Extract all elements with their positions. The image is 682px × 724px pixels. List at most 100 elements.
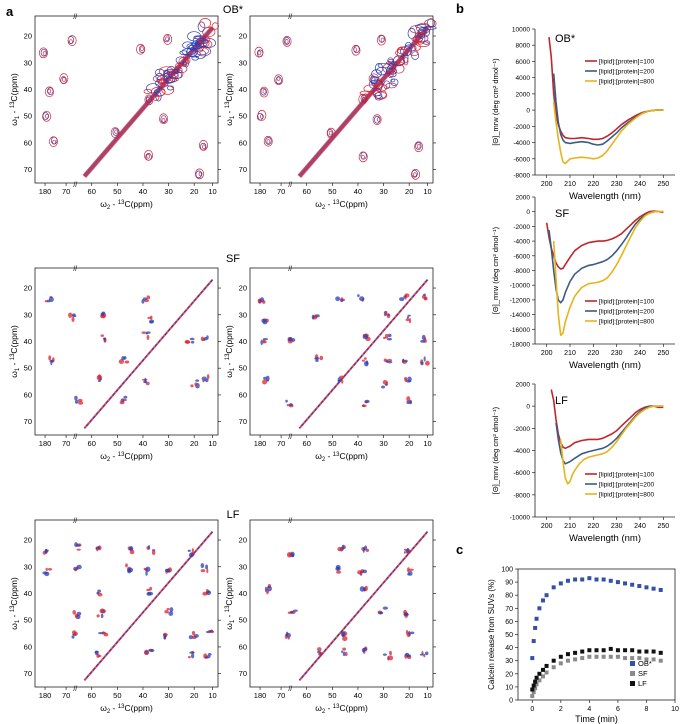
data-point	[651, 649, 656, 654]
cross-peak	[353, 45, 360, 54]
cross-peak	[274, 74, 284, 86]
series-line-[lipid]:[protein]=200	[555, 405, 664, 465]
data-point	[537, 678, 542, 683]
cross-peak	[168, 611, 174, 616]
cross-peak	[44, 571, 50, 577]
cross-peak	[143, 88, 153, 94]
nmr-frame	[34, 519, 219, 688]
axis-break-mark: //	[288, 518, 292, 525]
y-axis-label: ω1 - 13C(ppm)	[9, 325, 21, 378]
data-point	[623, 656, 628, 661]
cross-peak	[42, 110, 52, 122]
cross-peak	[319, 355, 324, 361]
cross-peak	[363, 357, 367, 360]
cross-peak	[285, 399, 288, 403]
data-point	[637, 584, 642, 589]
cross-peak	[206, 568, 209, 574]
cross-peak	[179, 50, 189, 55]
cross-peak	[195, 170, 202, 179]
cross-peak	[408, 568, 414, 571]
y-tick-label: 6000	[516, 59, 531, 66]
cross-peak	[311, 314, 315, 320]
cross-peak	[189, 651, 195, 654]
y-tick-label: 20	[24, 32, 32, 41]
cross-peak	[266, 139, 271, 144]
cross-peak	[145, 566, 151, 572]
cross-peak	[292, 609, 298, 612]
data-point	[540, 667, 545, 672]
legend-label: LF	[638, 679, 647, 688]
cross-peak	[265, 375, 270, 382]
cross-peak	[146, 588, 151, 592]
cd-panel-SF: -18000 -16000 -14000 -12000 -10000 -8000 -6000…	[491, 195, 675, 371]
x-label-sup: 13	[118, 452, 125, 458]
cross-peak	[150, 86, 166, 97]
data-point	[587, 576, 592, 581]
y-tick-label: 100	[501, 567, 513, 574]
x-label-unit: C(ppm)	[339, 199, 368, 209]
data-point	[530, 687, 535, 692]
cross-peak	[164, 568, 171, 573]
cross-peak	[259, 86, 269, 98]
cross-peak	[97, 546, 101, 550]
y-axis-label: ω1 - 13C(ppm)	[224, 73, 236, 126]
y-tick-label: 70	[239, 417, 247, 426]
cross-peak	[365, 548, 370, 552]
y-tick-label: 40	[239, 337, 247, 346]
cross-peak	[411, 169, 418, 178]
cross-peak	[265, 137, 272, 145]
cross-peak	[263, 376, 267, 380]
x-tick-label: 30	[379, 691, 387, 700]
y-axis-label: ω1 - 13C(ppm)	[224, 325, 236, 378]
cross-peak	[202, 144, 206, 150]
cross-peak	[159, 113, 169, 125]
y-axis-label: ω1 - 13C(ppm)	[9, 73, 21, 126]
cross-peak	[286, 403, 290, 407]
legend-label: [lipid]:[protein]=800	[599, 492, 654, 499]
x-tick-label: 180	[39, 691, 52, 700]
cross-peak	[387, 333, 392, 338]
nmr-frame	[34, 15, 219, 184]
cross-peak	[211, 22, 219, 30]
y-label-sup: 13	[10, 605, 16, 612]
cross-peak	[124, 360, 130, 364]
y-tick-label: 50	[24, 616, 32, 625]
y-tick-label: -10000	[510, 515, 531, 522]
y-tick-label: 60	[24, 138, 32, 147]
x-tick-label: 20	[405, 439, 413, 448]
cross-peak	[377, 611, 383, 615]
cross-peak	[260, 114, 264, 119]
cross-peak	[188, 552, 194, 558]
cross-peak	[403, 295, 406, 299]
cross-peak	[205, 630, 212, 634]
y-tick-label: 30	[239, 58, 247, 67]
cross-peak	[262, 379, 268, 385]
cross-peak	[415, 142, 422, 150]
cross-peak	[194, 49, 207, 59]
y-tick-label: -2000	[513, 426, 530, 433]
y-tick-label: 40	[505, 645, 513, 652]
cross-peak	[409, 50, 419, 57]
cross-peak	[161, 85, 175, 95]
x-tick-label: 20	[405, 691, 413, 700]
cross-peak	[406, 316, 409, 319]
diagonal-peaks	[298, 279, 428, 429]
y-label-omega: ω	[9, 623, 19, 630]
panel-label-a: a	[6, 4, 14, 19]
data-point	[658, 650, 663, 655]
cross-peak	[99, 608, 106, 614]
y-tick-label: 10000	[512, 27, 530, 34]
axis-break-mark: //	[73, 686, 77, 693]
cross-peak	[364, 399, 370, 404]
data-point	[531, 683, 536, 688]
y-tick-label: 8000	[516, 43, 531, 50]
y-tick-label: 70	[239, 669, 247, 678]
cross-peak	[191, 548, 194, 553]
cross-peak	[40, 48, 48, 57]
y-tick-label: 50	[24, 112, 32, 121]
x-tick-label: 200	[541, 181, 553, 188]
cross-peak	[399, 297, 405, 302]
x-tick-label: 70	[277, 439, 285, 448]
x-axis-label: ω2 - 13C(ppm)	[100, 199, 153, 211]
data-point	[544, 670, 549, 675]
